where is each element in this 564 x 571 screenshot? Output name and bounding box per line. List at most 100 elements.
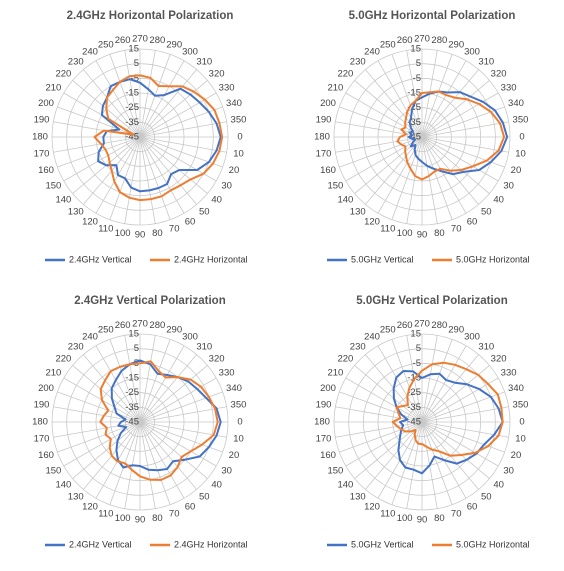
angle-label: 270 [132, 34, 148, 45]
angle-label: 30 [221, 181, 232, 192]
radial-tick-label: -5 [131, 73, 139, 84]
radial-tick-label: 15 [410, 44, 421, 55]
angle-label: 250 [380, 39, 396, 50]
legend-label: 5.0GHz Horizontal [456, 539, 530, 549]
angle-label: 300 [182, 332, 198, 343]
angle-label: 310 [478, 341, 494, 352]
spoke [139, 136, 185, 214]
series-line [396, 90, 506, 181]
spoke [421, 136, 438, 224]
angle-label: 160 [38, 165, 54, 176]
spoke [421, 80, 490, 138]
spoke [139, 421, 197, 490]
spoke [139, 69, 197, 138]
angle-label: 80 [152, 228, 163, 239]
angle-label: 160 [320, 165, 336, 176]
angle-label: 350 [513, 114, 529, 125]
spoke [139, 421, 217, 467]
spoke [139, 365, 208, 423]
series-line [93, 74, 224, 202]
angle-label: 350 [231, 114, 247, 125]
radial-tick-label: -25 [407, 102, 421, 113]
spoke [421, 136, 453, 220]
spoke [421, 339, 453, 423]
angle-label: 260 [397, 320, 413, 331]
spoke [139, 345, 185, 423]
series-line [391, 361, 504, 457]
angle-label: 100 [115, 513, 131, 524]
series-line [97, 78, 222, 193]
series-line [407, 90, 509, 176]
angle-label: 20 [511, 165, 522, 176]
spoke [139, 136, 197, 205]
angle-label: 10 [233, 149, 244, 160]
angle-label: 330 [501, 83, 517, 94]
angle-label: 340 [508, 98, 524, 109]
angle-label: 60 [467, 501, 478, 512]
angle-label: 210 [45, 83, 61, 94]
angle-label: 70 [451, 509, 462, 520]
spoke [345, 92, 423, 138]
angle-label: 270 [414, 34, 430, 45]
spoke [406, 136, 423, 224]
spoke [365, 69, 423, 138]
angle-label: 230 [350, 341, 366, 352]
spoke [124, 335, 141, 423]
spoke [421, 92, 499, 138]
angle-label: 50 [481, 492, 492, 503]
angle-label: 10 [515, 434, 526, 445]
angle-label: 0 [237, 417, 242, 428]
chart-title: 5.0GHz Horizontal Polarization [349, 10, 516, 22]
angle-label: 190 [34, 114, 50, 125]
angle-label: 230 [68, 56, 84, 67]
angle-label: 80 [152, 513, 163, 524]
angle-label: 180 [32, 132, 48, 143]
angle-label: 20 [229, 450, 240, 461]
radial-tick-label: 15 [410, 329, 421, 340]
spoke [421, 377, 499, 423]
angle-label: 230 [68, 341, 84, 352]
angle-label: 130 [68, 492, 84, 503]
spoke [139, 136, 227, 153]
angle-label: 60 [467, 216, 478, 227]
angle-label: 50 [199, 207, 210, 218]
angle-label: 100 [115, 228, 131, 239]
angle-label: 130 [68, 207, 84, 218]
angle-label: 320 [209, 69, 225, 80]
angle-label: 60 [185, 216, 196, 227]
angle-label: 270 [414, 319, 430, 330]
spoke [421, 69, 479, 138]
angle-label: 210 [45, 368, 61, 379]
spoke [53, 421, 141, 438]
spoke [139, 50, 156, 138]
spoke [421, 136, 490, 194]
spoke [139, 335, 156, 423]
angle-label: 280 [431, 35, 447, 46]
angle-label: 230 [350, 56, 366, 67]
radial-tick-label: -5 [413, 73, 421, 84]
spoke [345, 421, 423, 467]
angle-label: 310 [196, 341, 212, 352]
angle-label: 40 [211, 195, 222, 206]
angle-label: 220 [55, 354, 71, 365]
angle-label: 210 [327, 368, 343, 379]
angle-label: 140 [337, 480, 353, 491]
spoke [391, 54, 423, 138]
spoke [421, 60, 467, 138]
spoke [139, 377, 217, 423]
angle-label: 290 [166, 324, 182, 335]
angle-label: 30 [503, 466, 514, 477]
angle-label: 150 [327, 466, 343, 477]
angle-label: 220 [337, 354, 353, 365]
angle-label: 110 [380, 224, 395, 235]
angle-label: 160 [320, 450, 336, 461]
spoke [63, 136, 141, 182]
angle-label: 280 [431, 320, 447, 331]
spoke [72, 365, 141, 423]
angle-label: 340 [226, 383, 242, 394]
angle-label: 170 [34, 434, 50, 445]
angle-label: 70 [169, 509, 180, 520]
angle-label: 240 [82, 332, 98, 343]
